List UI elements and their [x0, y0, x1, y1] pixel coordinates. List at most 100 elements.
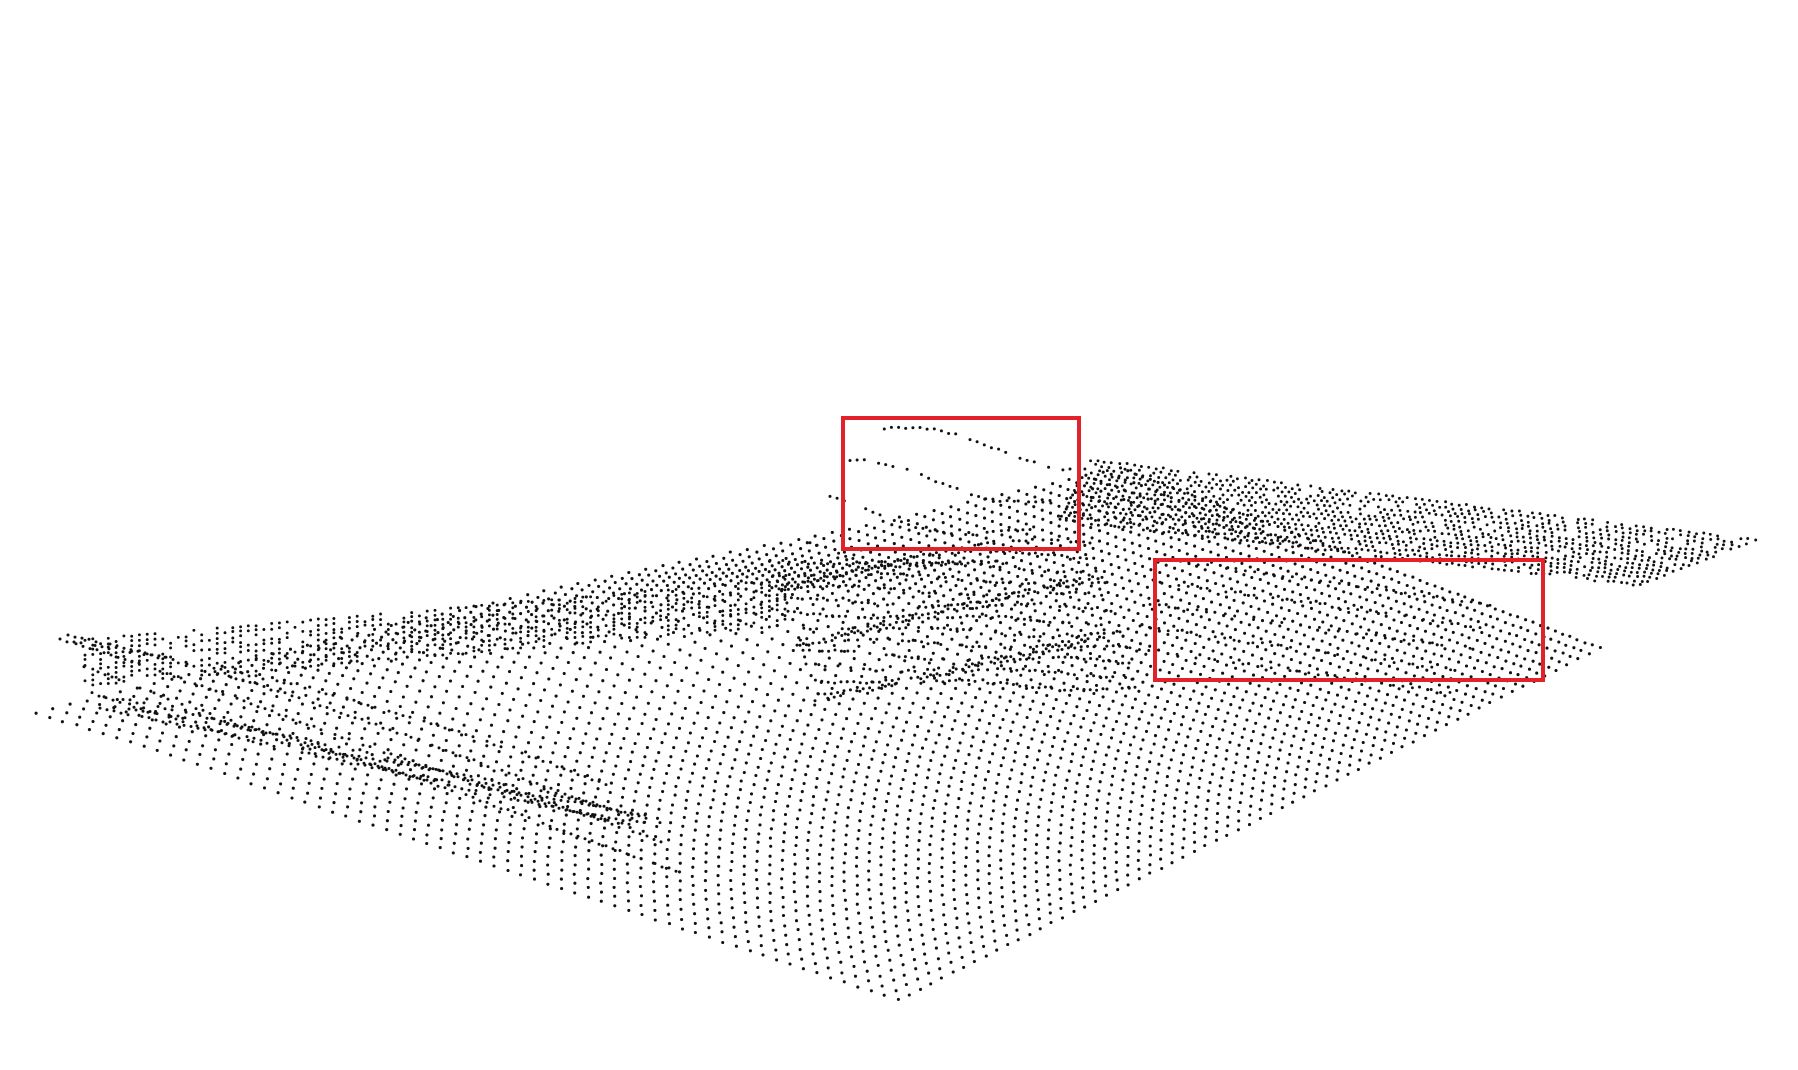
- point: [399, 753, 403, 757]
- point: [570, 689, 574, 693]
- point: [161, 637, 165, 641]
- point: [1299, 746, 1303, 750]
- point: [1189, 630, 1193, 634]
- point: [796, 928, 800, 932]
- point: [643, 755, 647, 759]
- point: [299, 743, 303, 747]
- point: [158, 669, 162, 673]
- point: [1005, 561, 1009, 565]
- point: [755, 725, 759, 729]
- point: [355, 758, 359, 762]
- point: [806, 565, 810, 569]
- point: [1000, 533, 1004, 537]
- point: [1313, 588, 1317, 592]
- point: [836, 604, 840, 608]
- point: [719, 921, 723, 925]
- point: [728, 775, 732, 779]
- point: [1258, 816, 1262, 820]
- point: [172, 675, 176, 679]
- point: [1048, 902, 1052, 906]
- point: [1024, 502, 1028, 506]
- point: [933, 538, 937, 542]
- point: [1434, 728, 1438, 732]
- point: [573, 597, 577, 600]
- point: [1047, 828, 1051, 832]
- point: [845, 558, 849, 562]
- point: [1373, 561, 1377, 565]
- point: [638, 599, 642, 603]
- point: [460, 733, 464, 737]
- point: [508, 610, 512, 614]
- point: [1191, 718, 1196, 722]
- point: [1283, 779, 1287, 783]
- point: [655, 637, 660, 641]
- point: [1426, 716, 1431, 720]
- point: [967, 540, 971, 544]
- point: [693, 930, 697, 935]
- point: [1507, 632, 1512, 636]
- point: [776, 698, 780, 702]
- point: [465, 756, 469, 760]
- point: [1568, 654, 1572, 658]
- point: [1267, 716, 1271, 720]
- point: [1057, 581, 1061, 585]
- point: [637, 573, 641, 577]
- point: [421, 651, 426, 655]
- point: [1129, 511, 1133, 515]
- point: [1051, 482, 1055, 486]
- point: [1171, 824, 1175, 828]
- point: [809, 713, 813, 717]
- point: [1444, 628, 1448, 632]
- point: [114, 646, 118, 649]
- point: [1466, 712, 1470, 716]
- point: [237, 736, 241, 740]
- point: [248, 728, 252, 732]
- point: [259, 700, 263, 704]
- point: [342, 759, 346, 763]
- point: [345, 644, 349, 648]
- point: [456, 775, 460, 779]
- point: [196, 726, 200, 730]
- point: [1047, 893, 1051, 897]
- point: [1488, 700, 1492, 705]
- point: [954, 686, 958, 690]
- point: [791, 618, 795, 622]
- point: [806, 723, 810, 727]
- point: [1129, 800, 1133, 804]
- point: [1159, 847, 1163, 851]
- point: [905, 561, 909, 565]
- point: [301, 620, 305, 624]
- point: [743, 720, 747, 724]
- point: [1126, 854, 1130, 858]
- point: [1294, 773, 1298, 777]
- point: [100, 645, 104, 649]
- point: [1089, 526, 1093, 530]
- point: [277, 637, 281, 641]
- point: [987, 589, 991, 593]
- point: [674, 869, 678, 873]
- point: [589, 595, 593, 599]
- point: [867, 869, 871, 873]
- point: [258, 672, 262, 677]
- point: [336, 682, 340, 686]
- point: [1451, 600, 1455, 604]
- point: [823, 750, 827, 754]
- point: [884, 675, 888, 679]
- point: [1403, 651, 1407, 655]
- point: [1181, 855, 1185, 859]
- point: [595, 737, 599, 741]
- point: [309, 629, 313, 633]
- point: [1176, 528, 1181, 532]
- point: [591, 635, 595, 639]
- point: [579, 613, 583, 617]
- point: [760, 630, 764, 635]
- point: [1432, 632, 1436, 636]
- point: [869, 823, 873, 827]
- point: [806, 904, 810, 908]
- point: [402, 616, 406, 620]
- point: [883, 930, 887, 934]
- point: [1106, 590, 1110, 595]
- point: [203, 669, 207, 673]
- point: [247, 725, 251, 729]
- point: [1389, 750, 1394, 754]
